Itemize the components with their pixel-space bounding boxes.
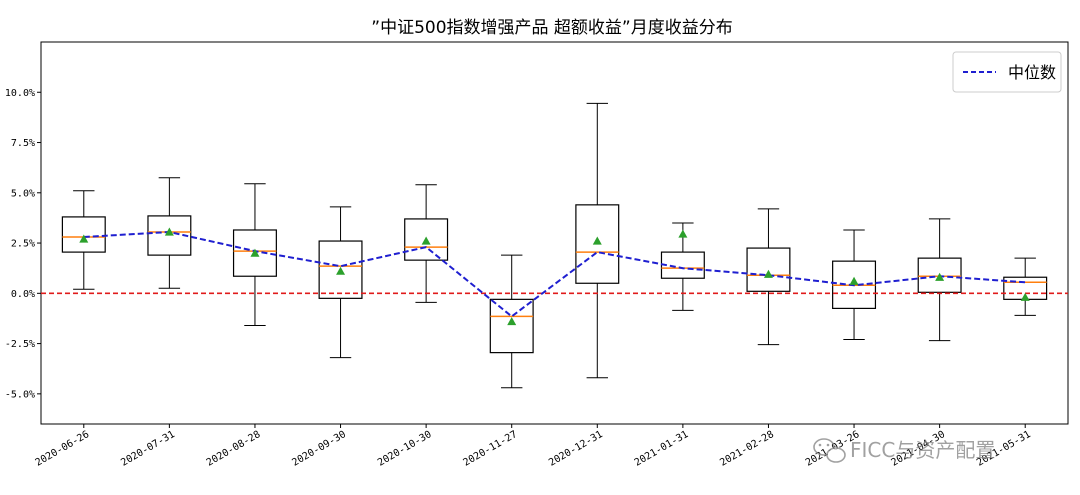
x-tick-label: 2021-01-31 [633, 429, 691, 469]
y-tick-label: 5.0% [11, 188, 35, 199]
box-iqr [147, 215, 192, 256]
x-tick-label: 2020-08-28 [205, 429, 263, 469]
y-tick-label: -5.0% [5, 389, 35, 400]
legend-frame [952, 51, 1062, 93]
legend-label-median: 中位数 [1008, 63, 1056, 82]
box-iqr [61, 216, 106, 253]
mean-marker [79, 234, 89, 243]
x-tick-label: 2020-06-26 [34, 429, 92, 469]
y-tick-label: 0.0% [11, 289, 35, 300]
plot-frame [40, 41, 1069, 425]
watermark: FICC与资产配置 [813, 438, 995, 463]
legend: 中位数 [952, 51, 1062, 93]
mean-marker [421, 236, 431, 245]
box-iqr [917, 257, 962, 293]
mean-marker [250, 248, 260, 257]
box-iqr [232, 229, 277, 277]
y-tick-label: 10.0% [5, 88, 35, 99]
median-line [83, 230, 1026, 318]
x-tick-label: 2020-10-30 [376, 429, 434, 469]
mean-marker [935, 272, 945, 281]
box-iqr [489, 298, 534, 354]
box-iqr [575, 204, 620, 284]
mean-marker [336, 266, 346, 275]
y-tick-label: 7.5% [11, 138, 35, 149]
mean-marker [678, 229, 688, 238]
box-iqr [404, 218, 449, 261]
x-tick-label: 2021-02-28 [718, 429, 776, 469]
box-iqr [746, 247, 791, 292]
watermark-text: FICC与资产配置 [850, 438, 995, 462]
x-tick-label: 2020-07-31 [119, 429, 177, 469]
x-tick-label: 2020-12-31 [547, 429, 605, 469]
mean-marker [507, 316, 517, 326]
box-iqr [318, 240, 363, 299]
y-tick-label: -2.5% [5, 339, 35, 350]
plot-area: -5.0% -2.5% 0.0% 2.5% 5.0% 7.5% 10.0% 2020-06-2… [5, 41, 1069, 469]
mean-marker [1020, 292, 1030, 301]
wechat-logo-icon [813, 438, 846, 463]
mean-marker [164, 227, 174, 236]
chart-title: ”中证500指数增强产品 超额收益”月度收益分布 [371, 18, 732, 38]
mean-marker [849, 276, 859, 285]
mean-marker [592, 236, 602, 245]
mean-marker [763, 269, 773, 278]
y-tick-label: 2.5% [11, 239, 35, 250]
x-tick-label: 2020-09-30 [290, 429, 348, 469]
x-tick-label: 2020-11-27 [462, 429, 520, 469]
box-iqr [660, 251, 705, 279]
